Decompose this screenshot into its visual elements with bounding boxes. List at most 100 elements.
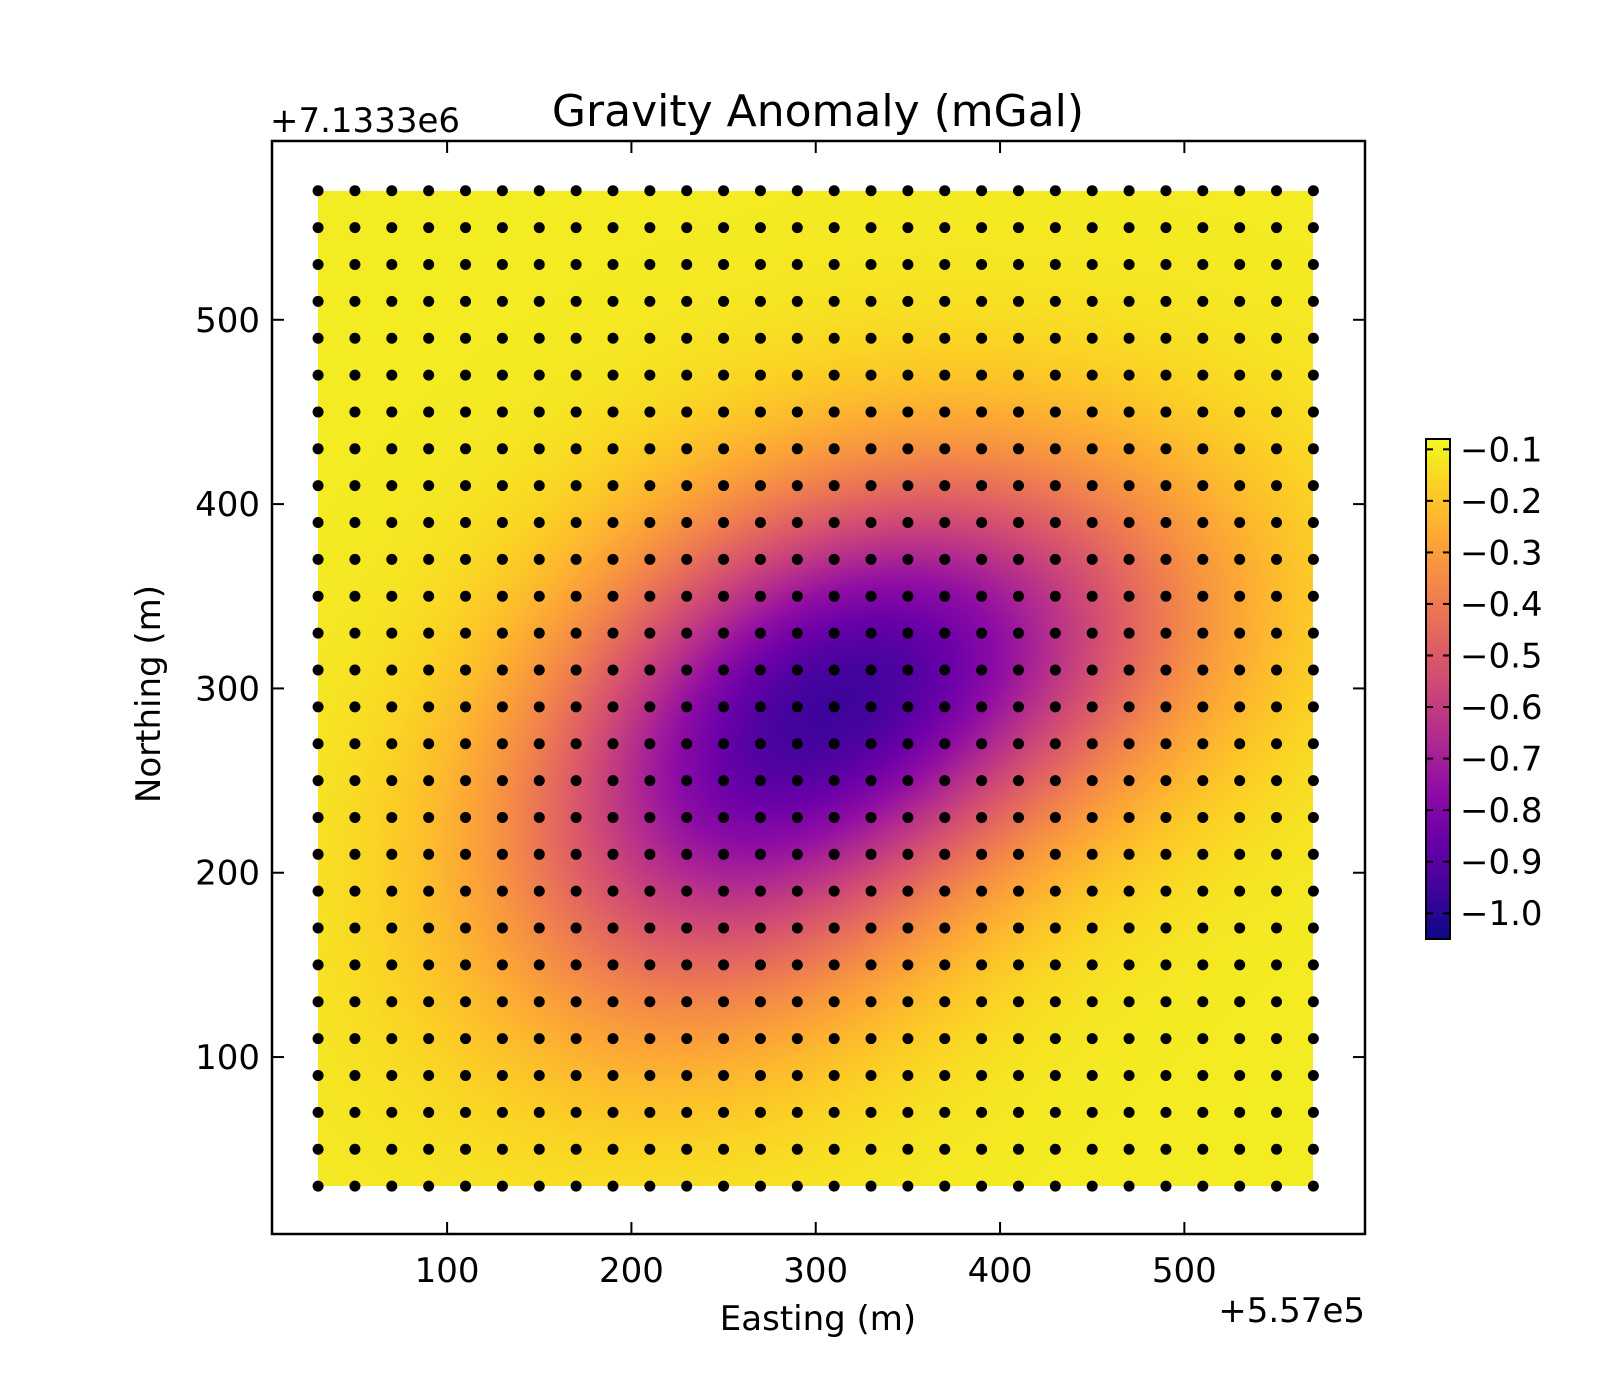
station-dot bbox=[533, 811, 545, 823]
station-dot bbox=[681, 1180, 693, 1192]
station-dot bbox=[681, 996, 693, 1008]
station-dot bbox=[976, 590, 988, 602]
station-dot bbox=[423, 885, 435, 897]
station-dot bbox=[939, 664, 951, 676]
station-dot bbox=[1160, 258, 1172, 270]
station-dot bbox=[791, 295, 803, 307]
colorbar-gradient bbox=[1426, 439, 1450, 939]
station-dot bbox=[791, 811, 803, 823]
station-dot bbox=[423, 701, 435, 713]
station-dot bbox=[496, 185, 508, 197]
station-dot bbox=[1307, 1143, 1319, 1155]
station-dot bbox=[1123, 1033, 1135, 1045]
station-dot bbox=[1307, 590, 1319, 602]
station-dot bbox=[607, 885, 619, 897]
station-dot bbox=[1086, 332, 1098, 344]
station-dot bbox=[1160, 443, 1172, 455]
station-dot bbox=[570, 369, 582, 381]
colorbar-foreign bbox=[1426, 439, 1450, 939]
station-dot bbox=[828, 664, 840, 676]
station-dot bbox=[349, 332, 361, 344]
station-dot bbox=[791, 627, 803, 639]
station-dot bbox=[1123, 701, 1135, 713]
station-dot bbox=[939, 627, 951, 639]
station-dot bbox=[496, 258, 508, 270]
station-dot bbox=[902, 443, 914, 455]
station-dot bbox=[754, 185, 766, 197]
station-dot bbox=[533, 1106, 545, 1118]
station-dot bbox=[1271, 480, 1283, 492]
station-dot bbox=[349, 664, 361, 676]
station-dot bbox=[533, 848, 545, 860]
station-dot bbox=[312, 1033, 324, 1045]
station-dot bbox=[1160, 185, 1172, 197]
station-dot bbox=[1197, 1069, 1209, 1081]
station-dot bbox=[607, 959, 619, 971]
station-dot bbox=[1197, 590, 1209, 602]
station-dot bbox=[1197, 627, 1209, 639]
station-dot bbox=[607, 996, 619, 1008]
station-dot bbox=[1234, 922, 1246, 934]
station-dot bbox=[681, 664, 693, 676]
station-dot bbox=[386, 258, 398, 270]
x-tick-label: 300 bbox=[783, 1251, 848, 1291]
station-dot bbox=[1271, 738, 1283, 750]
station-dot bbox=[1123, 885, 1135, 897]
station-dot bbox=[1234, 848, 1246, 860]
station-dot bbox=[644, 738, 656, 750]
station-dot bbox=[754, 517, 766, 529]
station-dot bbox=[607, 922, 619, 934]
station-dot bbox=[496, 996, 508, 1008]
station-dot bbox=[681, 258, 693, 270]
station-dot bbox=[644, 295, 656, 307]
station-dot bbox=[570, 811, 582, 823]
station-dot bbox=[1049, 1106, 1061, 1118]
station-dot bbox=[386, 848, 398, 860]
station-dot bbox=[902, 369, 914, 381]
station-dot bbox=[496, 627, 508, 639]
station-dot bbox=[1197, 185, 1209, 197]
station-dot bbox=[902, 996, 914, 1008]
station-dot bbox=[570, 701, 582, 713]
station-dot bbox=[607, 553, 619, 565]
station-dot bbox=[718, 1033, 730, 1045]
station-dot bbox=[718, 922, 730, 934]
station-dot bbox=[1197, 443, 1209, 455]
station-dot bbox=[1012, 1106, 1024, 1118]
station-dot bbox=[681, 295, 693, 307]
station-dot bbox=[902, 332, 914, 344]
station-dot bbox=[644, 1033, 656, 1045]
station-dot bbox=[312, 295, 324, 307]
station-dot bbox=[1086, 517, 1098, 529]
station-dot bbox=[939, 1069, 951, 1081]
station-dot bbox=[460, 701, 472, 713]
station-dot bbox=[1086, 553, 1098, 565]
station-dot bbox=[460, 1069, 472, 1081]
station-dot bbox=[1123, 1106, 1135, 1118]
station-dot bbox=[1123, 406, 1135, 418]
station-dot bbox=[718, 1106, 730, 1118]
x-axis-label: Easting (m) bbox=[720, 1299, 916, 1339]
station-dot bbox=[1086, 811, 1098, 823]
station-dot bbox=[1271, 185, 1283, 197]
station-dot bbox=[828, 959, 840, 971]
station-dot bbox=[1271, 1033, 1283, 1045]
station-dot bbox=[865, 480, 877, 492]
station-dot bbox=[570, 1033, 582, 1045]
station-dot bbox=[496, 1143, 508, 1155]
station-dot bbox=[828, 1069, 840, 1081]
station-dot bbox=[607, 480, 619, 492]
station-dot bbox=[1086, 295, 1098, 307]
station-dot bbox=[1160, 996, 1172, 1008]
station-dot bbox=[496, 332, 508, 344]
station-dot bbox=[423, 738, 435, 750]
station-dot bbox=[939, 185, 951, 197]
station-dot bbox=[976, 222, 988, 234]
station-dot bbox=[1049, 1033, 1061, 1045]
station-dot bbox=[386, 553, 398, 565]
station-dot bbox=[644, 406, 656, 418]
station-dot bbox=[570, 996, 582, 1008]
station-dot bbox=[681, 517, 693, 529]
station-dot bbox=[460, 590, 472, 602]
station-dot bbox=[1012, 185, 1024, 197]
